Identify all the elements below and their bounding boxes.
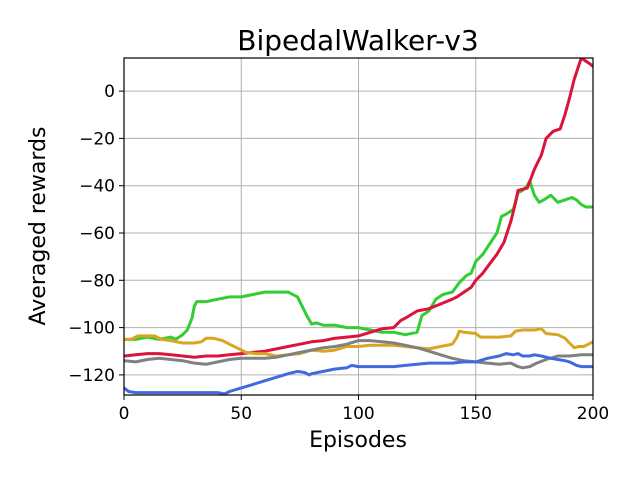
series-line-3: [124, 327, 593, 358]
y-tick-label: 0: [104, 82, 115, 102]
x-tick-label: 50: [230, 404, 252, 424]
x-axis-ticks: 0 50 100 150 200: [119, 395, 609, 424]
y-tick-label: −20: [79, 129, 115, 149]
x-tick-label: 150: [460, 404, 492, 424]
series-line-1: [124, 179, 593, 341]
series-line-5: [124, 352, 593, 395]
y-tick-label: −120: [68, 366, 115, 386]
chart-title: BipedalWalker-v3: [237, 24, 478, 57]
y-tick-label: −80: [79, 271, 115, 291]
plot-series: [124, 58, 593, 395]
x-tick-label: 200: [577, 404, 609, 424]
x-tick-label: 100: [342, 404, 374, 424]
y-axis-ticks: −120 −100 −80 −60 −40 −20 0: [68, 82, 124, 386]
y-tick-label: −60: [79, 224, 115, 244]
grid: [123, 58, 594, 395]
y-tick-label: −40: [79, 177, 115, 197]
y-tick-label: −100: [68, 319, 115, 339]
series-line-4: [124, 339, 593, 370]
x-tick-label: 0: [119, 404, 130, 424]
x-axis-label: Episodes: [309, 428, 407, 453]
y-axis-label: Averaged rewards: [26, 127, 51, 326]
series-line-2: [124, 58, 593, 359]
